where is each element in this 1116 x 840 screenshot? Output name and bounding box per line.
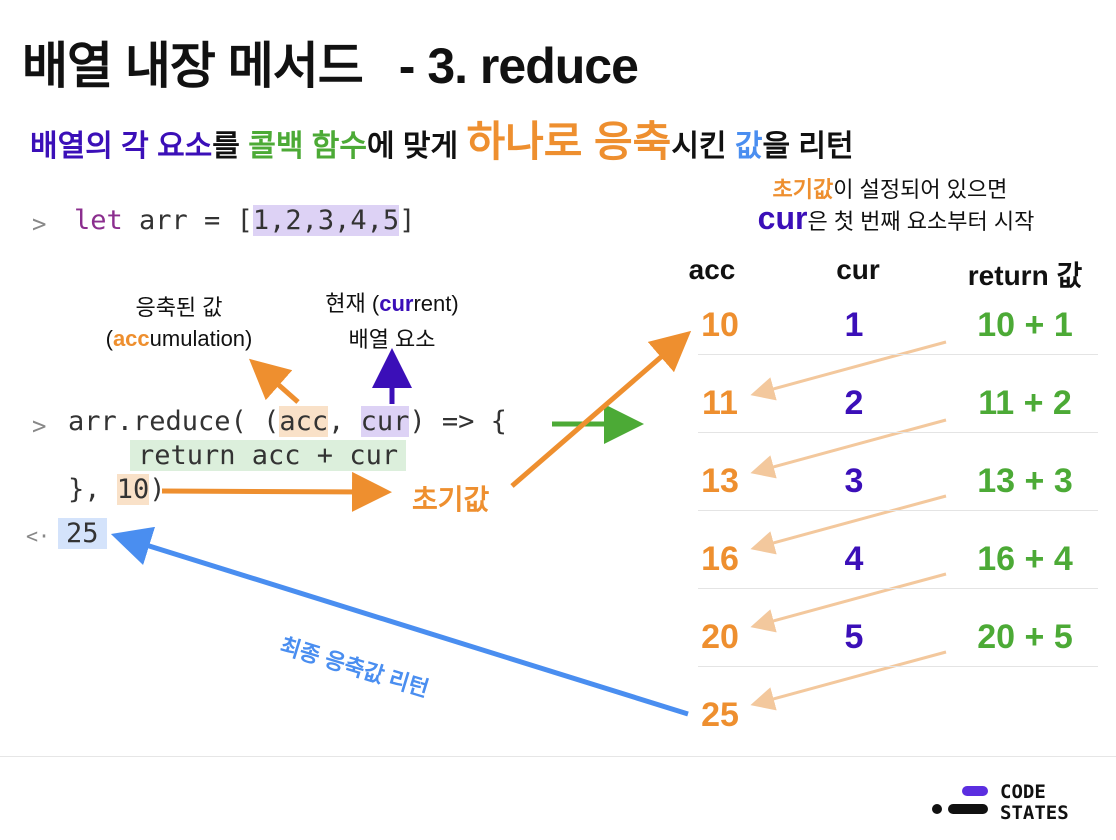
acc-note-line1: 응축된 값 [135,295,223,320]
table-cell-acc: 10 [701,306,739,344]
logo-bar-purple [962,786,988,796]
table-cell-return: 20 + 5 [977,618,1073,656]
table-cell-return: 10 + 1 [977,306,1073,344]
flow-arrow-3 [750,494,947,555]
subtitle-segment: 값 [734,130,763,163]
cur-note-line2: 배열 요소 [348,327,436,352]
flow-arrow-2 [750,418,947,479]
initial-value: 10 [116,474,150,505]
page-title: 배열 내장 메서드 - 3. reduce [22,26,639,98]
subtitle-segment: 하나로 응축 [466,118,672,165]
table-cell-cur: 3 [844,462,864,500]
table-row-divider [698,510,1098,511]
title-main: 배열 내장 메서드 [22,38,364,94]
init-value-label: 초기값 [412,484,490,515]
table-cell-cur: 1 [844,306,864,344]
table-cell-acc: 20 [701,618,739,656]
final-result-arrow [110,526,689,717]
subtitle: 배열의 각 요소를 콜백 함수에 맞게 하나로 응축시킨 값을 리턴 [30,108,854,169]
param-acc: acc [279,406,329,437]
result-value: 25 [58,518,107,549]
table-row-divider [698,666,1098,667]
header-acc: acc [688,254,736,285]
cur-note-line1: 현재 (current) [325,291,459,316]
logo-bar-black [948,804,988,814]
flow-arrow-5 [750,650,947,711]
initial-note-line1: 초기값이 설정되어 있으면 [772,177,1008,202]
keyword-let: let [74,205,123,236]
prompt-output: <· [26,524,51,548]
array-values: 1,2,3,4,5 [252,205,400,236]
logo-line1: CODE [1000,781,1046,803]
table-cell-acc: 11 [702,384,738,422]
acc-note-line2: (accumulation) [105,326,253,351]
table-cell-return: 11 + 2 [978,384,1072,422]
table-cell-cur: 4 [844,540,864,578]
table-cell-cur: 5 [844,618,864,656]
header-return: return 값 [967,260,1083,291]
subtitle-segment: 에 맞게 [366,130,467,163]
table-cell-return: 13 + 3 [977,462,1073,500]
cur-highlight: cur [757,200,808,236]
table-row-divider [698,588,1098,589]
final-acc-value: 25 [701,696,739,734]
code-let-rest: arr = [ [122,205,253,236]
table-cell-cur: 2 [844,384,864,422]
header-cur: cur [836,254,880,285]
param-cur: cur [360,406,410,437]
table-cell-acc: 13 [701,462,739,500]
subtitle-segment: 를 [212,130,249,163]
init-to-table-arrow [510,330,692,488]
subtitle-segment: 을 리턴 [762,130,854,163]
code-line-let: let arr = [1,2,3,4,5] [74,205,415,236]
logo-line2: STATES [1000,802,1069,824]
logo-text: CODE STATES [1000,782,1069,824]
code-line-close: }, 10) [68,474,166,505]
cur-note: 현재 (current) 배열 요소 [302,286,482,354]
logo-dot [932,804,942,814]
prompt-input-2: > [32,412,47,440]
table-row-divider [698,354,1098,355]
table-row-divider [698,432,1098,433]
code-line-return: return acc + cur [130,440,407,471]
acc-note-highlight: acc [112,326,150,351]
subtitle-segment: 배열의 각 요소 [30,130,213,163]
table-cell-acc: 16 [701,540,739,578]
table-cell-return: 16 + 4 [977,540,1073,578]
subtitle-segment: 시킨 [671,130,735,163]
cur-note-highlight: cur [379,291,414,316]
initial-note-highlight: 초기값 [772,177,834,202]
prompt-input-1: > [32,210,47,238]
title-sub: - 3. reduce [398,38,639,94]
code-line-reduce: arr.reduce( (acc, cur) => { [68,406,507,437]
init-value-arrow [161,471,392,512]
initial-note-line2: cur은 첫 번째 요소부터 시작 [757,200,1035,236]
footer-divider [0,756,1116,757]
flow-arrow-1 [750,340,947,401]
subtitle-segment: 콜백 함수 [248,130,367,163]
flow-arrow-4 [750,572,947,633]
code-let-close: ] [399,205,416,236]
acc-note-arrow [249,358,300,404]
acc-note: 응축된 값 (accumulation) [96,290,262,352]
